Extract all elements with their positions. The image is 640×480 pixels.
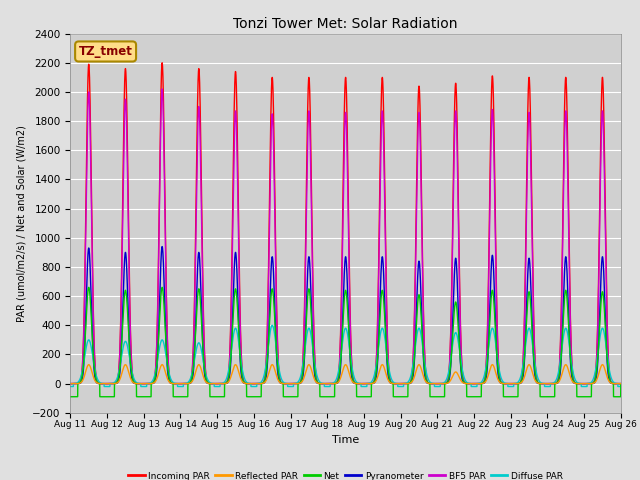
X-axis label: Time: Time <box>332 435 359 445</box>
Y-axis label: PAR (umol/m2/s) / Net and Solar (W/m2): PAR (umol/m2/s) / Net and Solar (W/m2) <box>17 125 27 322</box>
Title: Tonzi Tower Met: Solar Radiation: Tonzi Tower Met: Solar Radiation <box>234 17 458 31</box>
Text: TZ_tmet: TZ_tmet <box>79 45 132 58</box>
Legend: Incoming PAR, Reflected PAR, Net, Pyranometer, BF5 PAR, Diffuse PAR: Incoming PAR, Reflected PAR, Net, Pyrano… <box>125 468 566 480</box>
